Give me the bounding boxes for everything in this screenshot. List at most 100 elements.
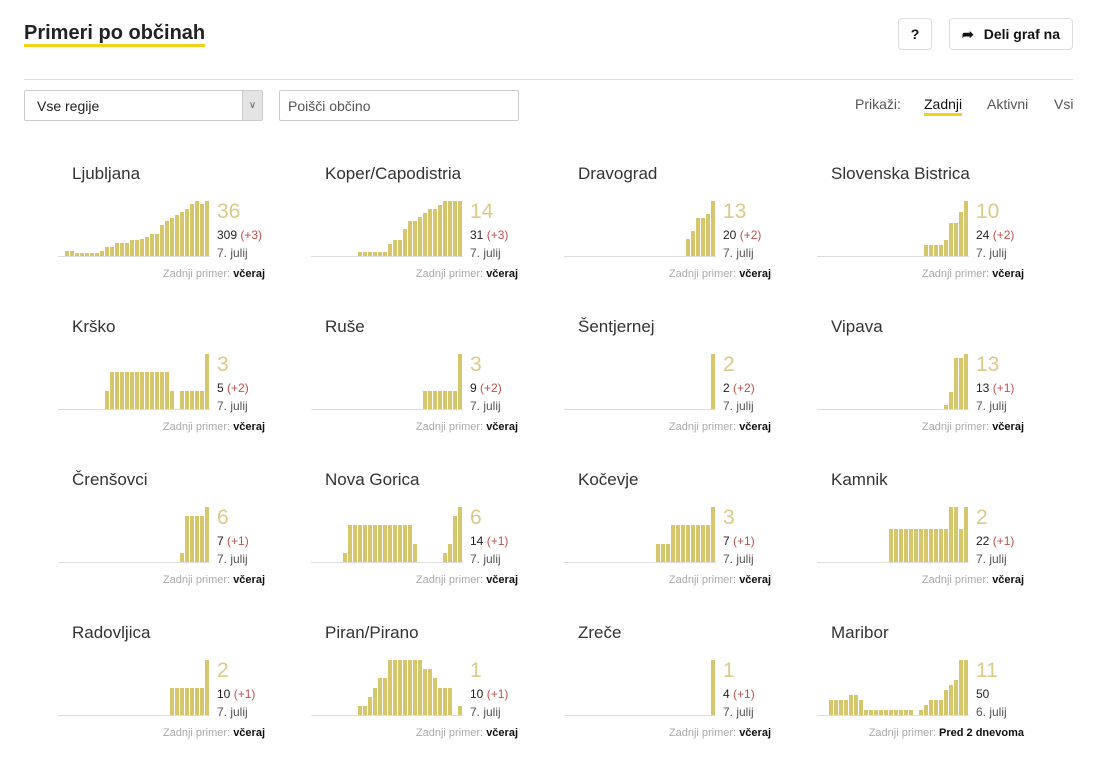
municipality-name: Radovljica [72, 623, 151, 642]
chart-bar [363, 252, 367, 256]
chart-bar [110, 372, 114, 409]
chart-bar [706, 213, 710, 256]
chart-bar [453, 390, 457, 409]
chart-bar [408, 525, 412, 562]
chevron-down-icon[interactable]: ∨ [242, 91, 262, 120]
total-value: 24 [976, 228, 990, 242]
chart-bar [358, 252, 362, 256]
chart-bar [175, 687, 179, 715]
last-case-value: včeraj [486, 727, 518, 739]
chart-bar [353, 525, 357, 562]
active-count: 2 [976, 506, 988, 529]
chart-bar [949, 223, 953, 256]
chart-bar [909, 710, 913, 715]
municipality-card[interactable]: Krško 3 5 (+2) 7. julij Zadnji primer: v… [48, 313, 301, 466]
municipality-card[interactable]: Nova Gorica 6 14 (+1) 7. julij Zadnji pr… [301, 466, 554, 619]
active-count: 13 [976, 353, 1000, 376]
share-label: Deli graf na [983, 26, 1060, 42]
municipality-card[interactable]: Zreče 1 4 (+1) 7. julij Zadnji primer: v… [554, 619, 807, 772]
share-button[interactable]: ➦ Deli graf na [949, 18, 1073, 50]
chart-bar [448, 201, 452, 256]
chart-bar [443, 390, 447, 409]
chart-bar [929, 245, 933, 256]
chart-bar [433, 678, 437, 715]
last-case-value: včeraj [739, 268, 771, 280]
municipality-card[interactable]: Piran/Pirano 1 10 (+1) 7. julij Zadnji p… [301, 619, 554, 772]
chart-bar [378, 678, 382, 715]
municipality-name: Ruše [325, 317, 365, 336]
tab-aktivni[interactable]: Aktivni [987, 96, 1029, 112]
chart-bar [919, 529, 923, 562]
sparkline-chart [564, 657, 716, 716]
last-case-value: včeraj [739, 727, 771, 739]
chart-bar [195, 687, 199, 715]
region-select[interactable]: Vse regije ∨ [24, 90, 263, 121]
delta-value: (+1) [733, 534, 755, 548]
chart-bar [180, 552, 184, 562]
municipality-card[interactable]: Koper/Capodistria 14 31 (+3) 7. julij Za… [301, 160, 554, 313]
total-count: 9 (+2) [470, 381, 502, 395]
chart-bar [428, 208, 432, 256]
chart-bar [904, 710, 908, 715]
municipality-card[interactable]: Šentjernej 2 2 (+2) 7. julij Zadnji prim… [554, 313, 807, 466]
chart-bar [195, 201, 199, 256]
municipality-card[interactable]: Ljubljana 36 309 (+3) 7. julij Zadnji pr… [48, 160, 301, 313]
total-count: 20 (+2) [723, 228, 761, 242]
delta-value: (+2) [992, 228, 1015, 242]
municipality-card[interactable]: Slovenska Bistrica 10 24 (+2) 7. julij Z… [807, 160, 1060, 313]
municipality-name: Zreče [578, 623, 622, 642]
municipality-card[interactable]: Vipava 13 13 (+1) 7. julij Zadnji primer… [807, 313, 1060, 466]
chart-bar [205, 354, 209, 409]
chart-bar [105, 390, 109, 409]
chart-bar [889, 710, 893, 715]
municipality-card[interactable]: Ruše 3 9 (+2) 7. julij Zadnji primer: vč… [301, 313, 554, 466]
chart-bar [105, 246, 109, 256]
sparkline-chart [817, 657, 969, 716]
total-count: 22 (+1) [976, 534, 1014, 548]
total-value: 10 [470, 687, 484, 701]
municipality-card[interactable]: Črenšovci 6 7 (+1) 7. julij Zadnji prime… [48, 466, 301, 619]
tab-vsi[interactable]: Vsi [1054, 96, 1074, 112]
municipality-card[interactable]: Maribor 11 50 6. julij Zadnji primer: Pr… [807, 619, 1060, 772]
chart-bar [656, 543, 660, 562]
tab-zadnji[interactable]: Zadnji [924, 96, 963, 116]
chart-bar [954, 358, 958, 409]
chart-bar [75, 252, 79, 256]
total-count: 4 (+1) [723, 687, 755, 701]
municipality-name: Ljubljana [72, 164, 141, 183]
municipality-card[interactable]: Radovljica 2 10 (+1) 7. julij Zadnji pri… [48, 619, 301, 772]
chart-bar [954, 507, 958, 562]
total-value: 14 [470, 534, 484, 548]
municipality-name: Kamnik [831, 470, 888, 489]
total-count: 7 (+1) [217, 534, 249, 548]
delta-value: (+2) [480, 381, 502, 395]
chart-bar [200, 204, 204, 256]
chart-bar [388, 660, 392, 715]
chart-bar [200, 390, 204, 409]
chart-bar [135, 372, 139, 409]
chart-bar [949, 507, 953, 562]
last-case: Zadnji primer: včeraj [669, 574, 771, 586]
last-case: Zadnji primer: včeraj [416, 727, 518, 739]
total-count: 2 (+2) [723, 381, 755, 395]
municipality-card[interactable]: Dravograd 13 20 (+2) 7. julij Zadnji pri… [554, 160, 807, 313]
chart-bar [393, 660, 397, 715]
chart-bar [458, 705, 462, 715]
municipality-card[interactable]: Kamnik 2 22 (+1) 7. julij Zadnji primer:… [807, 466, 1060, 619]
municipality-name: Maribor [831, 623, 889, 642]
municipality-card[interactable]: Kočevje 3 7 (+1) 7. julij Zadnji primer:… [554, 466, 807, 619]
chart-bar [145, 372, 149, 409]
chart-bar [934, 529, 938, 562]
municipality-name: Nova Gorica [325, 470, 420, 489]
chart-bar [954, 223, 958, 256]
sparkline-chart [311, 198, 463, 257]
chart-bar [368, 696, 372, 715]
municipality-search-input[interactable] [279, 90, 519, 121]
help-button[interactable]: ? [898, 18, 932, 50]
chart-bar [854, 695, 858, 715]
chart-bar [964, 354, 968, 409]
municipality-name: Dravograd [578, 164, 658, 183]
total-count: 50 [976, 687, 989, 701]
chart-bar [170, 687, 174, 715]
chart-bar [944, 529, 948, 562]
